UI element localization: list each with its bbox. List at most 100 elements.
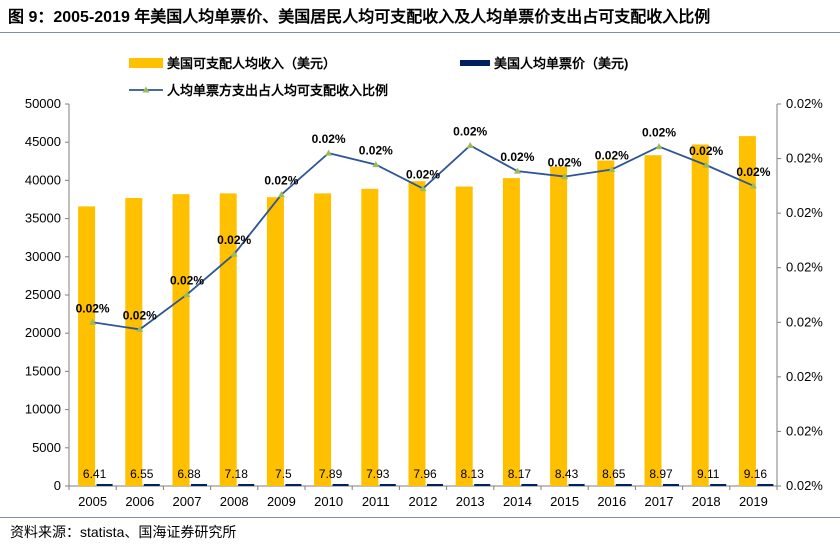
- x-tick-label: 2006: [125, 494, 154, 509]
- y-right-tick-label: 0.02%: [786, 478, 823, 493]
- ratio-marker: [183, 290, 191, 297]
- y-left-tick-label: 30000: [25, 249, 61, 264]
- ratio-point-label: 0.02%: [500, 150, 534, 164]
- ticket-price-bar: [521, 484, 538, 486]
- ratio-marker: [702, 161, 710, 168]
- source-divider: [0, 517, 840, 518]
- ticket-price-bar: [191, 484, 207, 486]
- x-tick-label: 2010: [314, 494, 343, 509]
- income-bar: [691, 144, 709, 486]
- income-bar: [644, 155, 662, 487]
- y-left-tick-label: 20000: [25, 325, 61, 340]
- ticket-price-bar: [474, 484, 491, 486]
- title-divider: [0, 32, 840, 33]
- income-bar: [550, 166, 568, 486]
- source-note: 资料来源：statista、国海证券研究所: [10, 524, 237, 540]
- income-bar: [408, 181, 426, 486]
- ratio-marker: [277, 191, 285, 198]
- y-right-tick-label: 0.02%: [786, 205, 823, 220]
- ticket-price-label: 6.41: [83, 467, 107, 481]
- legend-income-label: 美国可支配人均收入（美元）: [167, 56, 336, 71]
- x-tick-label: 2016: [597, 494, 626, 509]
- ticket-price-label: 7.93: [366, 467, 390, 481]
- ratio-marker: [325, 149, 333, 156]
- y-left-tick-label: 50000: [25, 96, 61, 111]
- ticket-price-bar: [238, 484, 255, 486]
- x-tick-label: 2009: [267, 494, 296, 509]
- ticket-price-bar: [427, 484, 443, 486]
- x-tick-label: 2012: [409, 494, 438, 509]
- ticket-price-bar: [615, 484, 632, 486]
- income-bar: [172, 194, 190, 487]
- ratio-point-label: 0.02%: [453, 124, 487, 138]
- ticket-price-bar: [663, 484, 679, 486]
- ratio-point-label: 0.02%: [359, 144, 393, 158]
- ratio-marker: [561, 173, 569, 180]
- ticket-price-bar: [332, 484, 349, 486]
- x-tick-label: 2017: [645, 494, 674, 509]
- ticket-price-bar: [96, 484, 113, 486]
- y-right-tick-label: 0.02%: [786, 151, 823, 166]
- ticket-price-label: 7.18: [225, 467, 249, 481]
- income-bar: [738, 136, 756, 486]
- income-bar: [455, 186, 473, 486]
- y-left-tick-label: 40000: [25, 172, 61, 187]
- y-left-tick-label: 45000: [25, 134, 61, 149]
- ratio-marker: [372, 161, 380, 168]
- x-tick-label: 2019: [739, 494, 768, 509]
- ratio-point-label: 0.02%: [642, 126, 676, 140]
- ticket-price-label: 9.11: [697, 467, 720, 481]
- y-left-tick-label: 5000: [32, 440, 61, 455]
- x-tick-label: 2011: [362, 494, 390, 509]
- y-right-tick-label: 0.02%: [786, 314, 823, 329]
- ratio-point-label: 0.02%: [595, 148, 629, 162]
- ratio-marker: [655, 143, 663, 150]
- income-bar: [78, 206, 96, 486]
- ticket-price-label: 6.88: [177, 467, 201, 481]
- ticket-price-label: 8.17: [508, 467, 532, 481]
- ratio-point-label: 0.02%: [736, 165, 770, 179]
- y-right-tick-label: 0.02%: [786, 423, 823, 438]
- ticket-price-label: 8.13: [461, 467, 485, 481]
- income-bar: [266, 197, 284, 486]
- ticket-price-bar: [143, 484, 160, 486]
- legend-ticket-swatch: [460, 60, 490, 66]
- ratio-marker: [230, 250, 238, 257]
- income-bar: [314, 193, 332, 486]
- ratio-point-label: 0.02%: [689, 144, 723, 158]
- ticket-price-bar: [379, 484, 396, 486]
- chart-title: 图 9：2005-2019 年美国人均单票价、美国居民人均可支配收入及人均单票价…: [8, 9, 711, 26]
- income-bar: [219, 193, 237, 486]
- ticket-price-label: 6.55: [130, 467, 154, 481]
- income-bar: [125, 197, 143, 487]
- ratio-point-label: 0.02%: [217, 233, 251, 247]
- income-bar: [597, 160, 615, 486]
- x-tick-label: 2014: [503, 494, 532, 509]
- x-tick-label: 2007: [173, 494, 202, 509]
- x-tick-label: 2015: [550, 494, 579, 509]
- x-tick-label: 2005: [78, 494, 107, 509]
- income-bar: [361, 188, 379, 486]
- ticket-price-label: 8.97: [649, 467, 673, 481]
- ticket-price-bar: [568, 484, 585, 486]
- ratio-marker: [608, 165, 616, 172]
- ticket-price-label: 9.16: [744, 467, 768, 481]
- combo-chart: 0 5000 10000 15000 20000 25000 30000 35000 40000…: [25, 56, 823, 509]
- ratio-marker: [513, 167, 521, 174]
- ticket-price-bar: [710, 484, 727, 486]
- y-right-tick-label: 0.02%: [786, 260, 823, 275]
- ratio-point-label: 0.02%: [548, 156, 582, 170]
- ratio-marker: [419, 185, 427, 192]
- y-left-tick-label: 15000: [25, 363, 61, 378]
- ticket-price-label: 8.65: [602, 467, 626, 481]
- x-tick-label: 2013: [456, 494, 485, 509]
- y-right-tick-label: 0.02%: [786, 369, 823, 384]
- ticket-price-label: 8.43: [555, 467, 579, 481]
- y-left-tick-label: 35000: [25, 211, 61, 226]
- legend-ratio-label: 人均单票方支出占人均可支配收入比例: [167, 83, 388, 98]
- y-left-tick-label: 0: [54, 478, 61, 493]
- x-tick-label: 2008: [220, 494, 249, 509]
- ticket-price-label: 7.89: [319, 467, 343, 481]
- ratio-marker: [466, 141, 474, 148]
- legend-ratio-marker: [142, 86, 150, 93]
